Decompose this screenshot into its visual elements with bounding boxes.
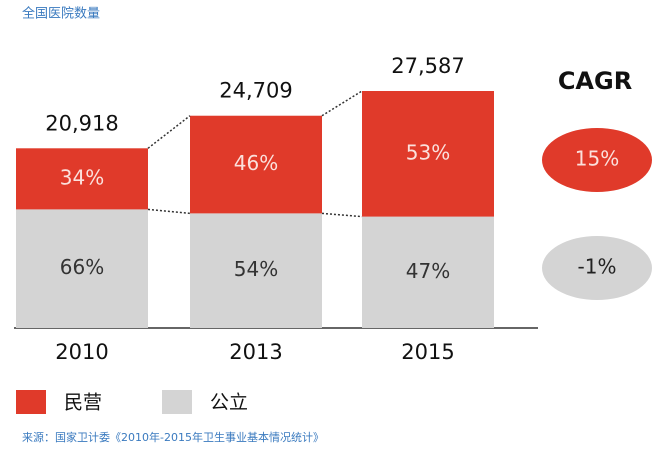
cagr-title: CAGR <box>558 67 632 95</box>
segment-label: 66% <box>60 255 104 279</box>
total-label: 27,587 <box>391 54 464 78</box>
source: 来源：国家卫计委《2010年-2015年卫生事业基本情况统计》 <box>22 430 324 444</box>
segment-label: 34% <box>60 165 104 189</box>
segment-label: 47% <box>406 259 450 283</box>
connector <box>147 115 191 149</box>
cagr-ellipse <box>542 236 652 300</box>
x-tick-label: 2013 <box>229 340 282 364</box>
legend-label: 公立 <box>210 392 248 414</box>
bar-segment <box>362 216 494 328</box>
cagr-label: -1% <box>578 255 617 279</box>
legend-swatch <box>162 390 192 414</box>
x-tick-label: 2015 <box>401 340 454 364</box>
legend-swatch <box>16 390 46 414</box>
bar-segment <box>16 209 148 328</box>
total-label: 24,709 <box>219 79 292 103</box>
bar-segment <box>190 213 322 328</box>
chart-title: 全国医院数量 <box>22 6 100 22</box>
segment-label: 53% <box>406 140 450 164</box>
legend-label: 民营 <box>64 392 102 414</box>
cagr-label: 15% <box>575 147 619 171</box>
connector <box>147 208 191 215</box>
segment-label: 46% <box>234 151 278 175</box>
segment-label: 54% <box>234 257 278 281</box>
bar-segment <box>362 91 494 217</box>
bar-segment <box>16 148 148 210</box>
total-label: 20,918 <box>45 111 118 135</box>
cagr-ellipse <box>542 128 652 192</box>
bar-segment <box>190 115 322 214</box>
connector <box>321 212 363 218</box>
x-tick-label: 2010 <box>55 340 108 364</box>
